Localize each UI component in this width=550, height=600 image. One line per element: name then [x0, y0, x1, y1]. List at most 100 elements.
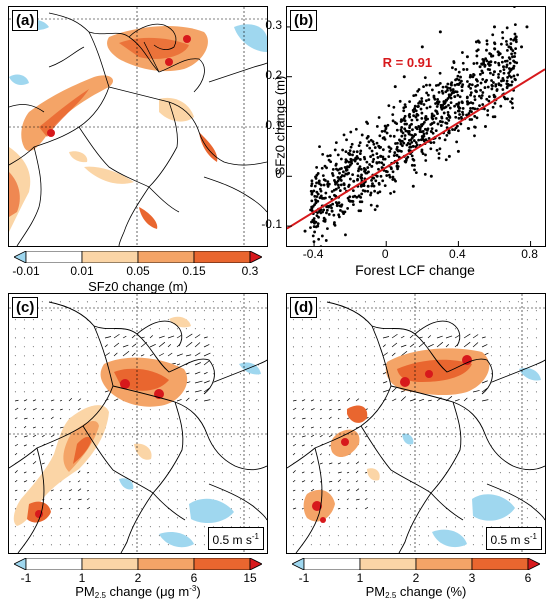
scatter-point	[441, 91, 445, 95]
scatter-point	[478, 104, 481, 108]
wind-vector	[535, 463, 537, 465]
colorbar-a-segment	[25, 250, 83, 264]
scatter-point	[505, 79, 509, 83]
scatter-point	[375, 152, 379, 156]
scatter-point	[348, 149, 352, 152]
scatter-point	[434, 84, 438, 87]
wind-vector	[445, 418, 447, 420]
wind-vector	[364, 444, 367, 447]
wind-vector	[517, 364, 519, 366]
reference-vector-d-text: 0.5 m s	[490, 533, 530, 547]
wind-vector	[239, 490, 241, 492]
scatter-point	[366, 184, 370, 188]
wind-vector	[14, 407, 19, 411]
scatter-point	[445, 133, 449, 137]
colorbar-d-high-extend	[527, 557, 541, 571]
wind-vector	[418, 472, 420, 474]
scatter-point	[399, 142, 403, 146]
scatter-point	[447, 93, 451, 97]
wind-vector	[14, 499, 17, 501]
wind-vector	[454, 399, 460, 402]
wind-vector	[248, 499, 250, 501]
wind-vector	[68, 301, 70, 303]
scatter-point	[413, 107, 416, 110]
wind-vector	[409, 343, 415, 348]
scatter-point	[457, 70, 461, 74]
wind-vector	[310, 444, 313, 447]
wind-vector	[221, 499, 223, 501]
wind-vector	[364, 480, 367, 483]
scatter-point	[375, 204, 379, 208]
scatter-point	[376, 156, 380, 159]
wind-vector	[391, 398, 397, 402]
scatter-point	[371, 153, 375, 157]
scatter-point	[475, 116, 479, 120]
scatter-point	[374, 179, 378, 183]
scatter-point	[380, 129, 384, 133]
scatter-point	[420, 111, 424, 115]
scatter-point	[326, 185, 330, 188]
y-tick-label: 0	[275, 167, 282, 182]
scatter-point	[347, 160, 351, 164]
wind-vector	[409, 490, 411, 492]
wind-vector	[203, 371, 208, 375]
scatter-point	[465, 100, 469, 104]
wind-vector	[230, 517, 232, 519]
wind-vector	[463, 397, 468, 402]
scatter-point	[322, 208, 326, 212]
wind-vector	[328, 489, 332, 492]
scatter-point	[326, 180, 330, 184]
scatter-point	[509, 75, 513, 79]
wind-vector	[176, 508, 178, 510]
scatter-point	[360, 133, 364, 137]
wind-vector	[463, 427, 465, 429]
scatter-point	[429, 174, 433, 178]
wind-vector	[32, 480, 36, 483]
scatter-point	[373, 146, 377, 149]
colorbar-d-segment	[359, 557, 417, 571]
wind-vector	[32, 526, 34, 528]
scatter-point	[480, 62, 483, 66]
wind-vector	[41, 391, 43, 393]
wind-vector	[23, 463, 26, 465]
scatter-point	[473, 107, 477, 111]
wind-vector	[346, 427, 349, 429]
scatter-point	[346, 196, 350, 200]
wind-vector	[167, 409, 169, 411]
scatter-point	[456, 149, 460, 153]
scatter-point	[324, 196, 327, 200]
scatter-point	[456, 93, 460, 97]
scatter-point	[408, 100, 412, 104]
wind-vector	[104, 490, 106, 492]
wind-vector	[230, 436, 232, 438]
scatter-point	[336, 183, 340, 187]
wind-vector	[23, 471, 27, 474]
scatter-point	[369, 203, 373, 207]
scatter-point	[325, 211, 328, 215]
wind-vector	[292, 499, 295, 501]
wind-vector	[122, 344, 129, 348]
wind-vector	[292, 426, 295, 429]
wind-vector	[248, 346, 250, 348]
y-tick-label: 0.2	[265, 67, 282, 82]
scatter-point	[421, 129, 425, 133]
wind-vector	[517, 436, 519, 438]
wind-vector	[239, 319, 241, 321]
wind-vector	[59, 507, 63, 510]
scatter-point	[438, 81, 442, 85]
wind-vector	[59, 535, 61, 537]
wind-vector	[239, 328, 241, 330]
scatter-point	[360, 177, 363, 180]
scatter-point	[412, 139, 416, 142]
wind-vector	[131, 319, 133, 321]
wind-vector	[149, 335, 154, 339]
scatter-point	[481, 57, 485, 61]
scatter-point	[490, 87, 494, 91]
scatter-point	[415, 127, 419, 131]
scatter-point	[342, 133, 346, 137]
y-tick-label: 0.1	[265, 117, 282, 132]
scatter-point	[334, 162, 338, 166]
scatter-point	[428, 83, 432, 87]
wind-vector	[499, 490, 501, 492]
wind-vector	[221, 409, 223, 411]
